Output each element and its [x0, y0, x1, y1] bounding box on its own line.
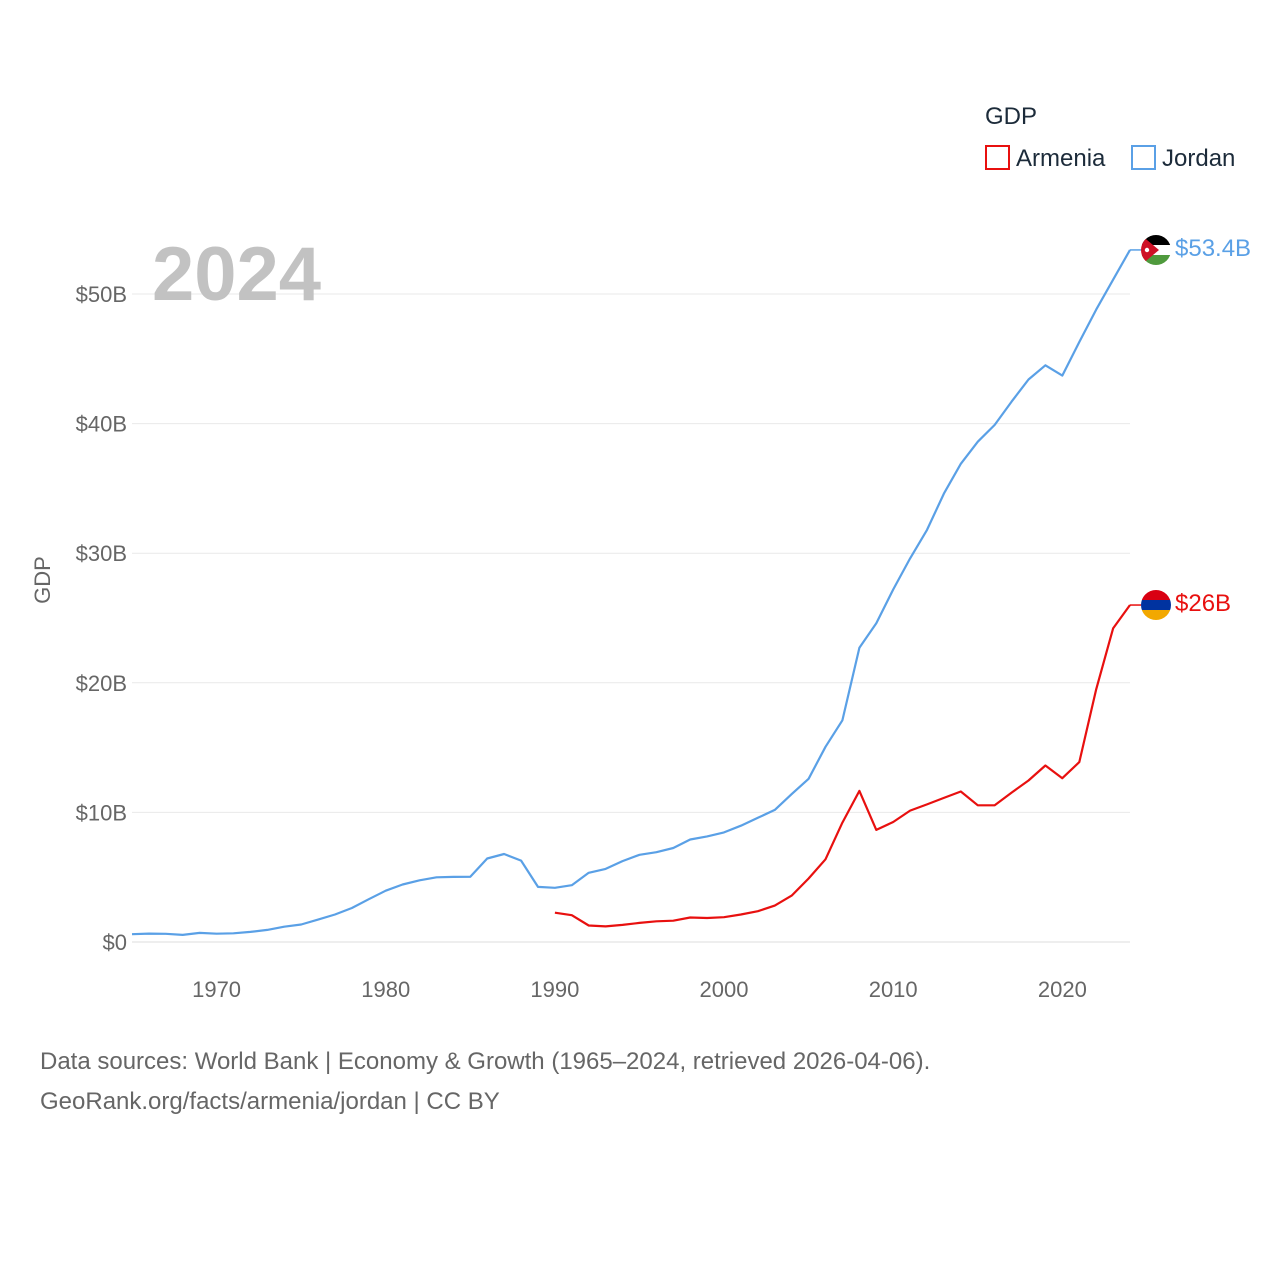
x-tick-label: 2020 [1038, 977, 1087, 1002]
series-line-jordan [131, 249, 1131, 936]
gridlines [132, 293, 1130, 943]
gdp-line-chart: $0 $10B $20B $30B $40B $50B 1970 1980 1990 2000 2… [30, 103, 1251, 1002]
y-tick-label: $50B [76, 282, 127, 307]
series-lines [131, 249, 1141, 936]
x-tick-label: 1970 [192, 977, 241, 1002]
legend-label-jordan: Jordan [1162, 145, 1235, 172]
y-tick-label: $10B [76, 800, 127, 825]
legend: GDP Armenia Jordan [985, 103, 1235, 172]
x-axis-ticks: 1970 1980 1990 2000 2010 2020 [192, 977, 1087, 1002]
armenia-flag-icon [1141, 590, 1171, 620]
y-tick-label: $40B [76, 412, 127, 437]
footer: Data sources: World Bank | Economy & Gro… [40, 1042, 930, 1122]
series-line-armenia [554, 604, 1131, 928]
y-axis-label: GDP [30, 556, 55, 604]
x-tick-label: 1980 [361, 977, 410, 1002]
jordan-flag-icon [1141, 235, 1171, 265]
y-axis-ticks: $0 $10B $20B $30B $40B $50B [76, 282, 127, 955]
data-sources-text: Data sources: World Bank | Economy & Gro… [40, 1048, 931, 1075]
legend-swatch-armenia [985, 145, 1010, 170]
y-tick-label: $20B [76, 671, 127, 696]
jordan-end-value: $53.4B [1175, 235, 1251, 262]
source-url-text: GeoRank.org/facts/armenia/jordan | CC BY [40, 1088, 500, 1115]
year-label: 2024 [152, 232, 321, 317]
y-tick-label: $0 [103, 930, 127, 955]
y-tick-label: $30B [76, 541, 127, 566]
armenia-end-value: $26B [1175, 590, 1231, 617]
x-tick-label: 1990 [530, 977, 579, 1002]
legend-swatch-jordan [1131, 145, 1156, 170]
x-tick-label: 2000 [700, 977, 749, 1002]
legend-label-armenia: Armenia [1016, 145, 1106, 172]
legend-title: GDP [985, 103, 1037, 130]
x-tick-label: 2010 [869, 977, 918, 1002]
